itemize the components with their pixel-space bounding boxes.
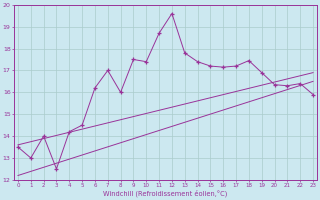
X-axis label: Windchill (Refroidissement éolien,°C): Windchill (Refroidissement éolien,°C) (103, 190, 228, 197)
